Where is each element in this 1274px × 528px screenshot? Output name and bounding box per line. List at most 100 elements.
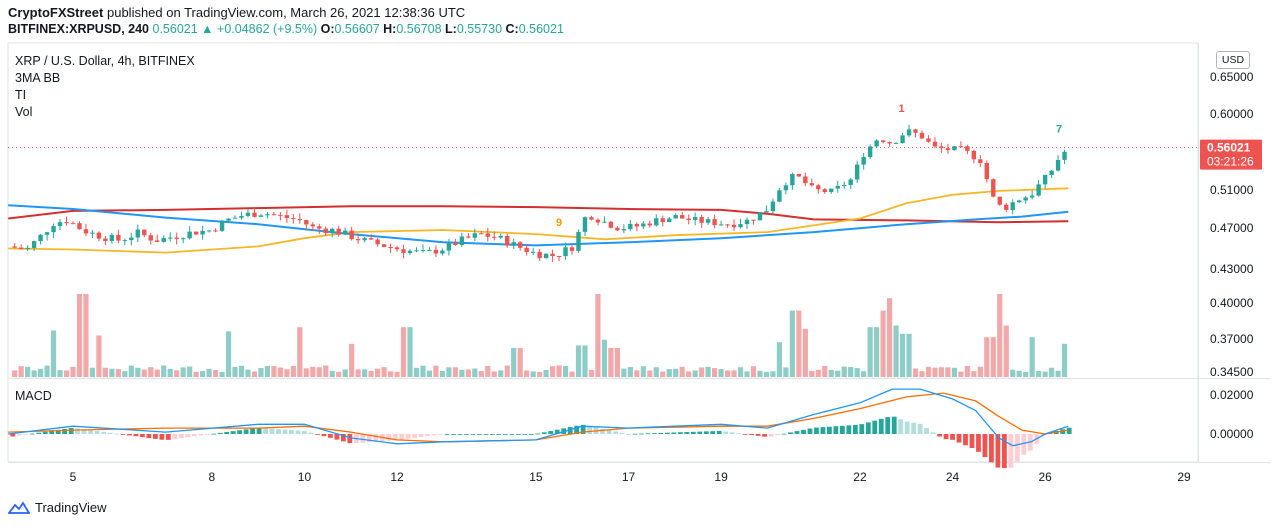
- macd-hist-bar: [230, 431, 236, 434]
- candle-body: [414, 250, 419, 252]
- candle-body: [887, 141, 892, 144]
- volume-tick-label: 0.34500: [1210, 365, 1254, 379]
- volume-bar: [822, 365, 828, 377]
- volume-bar: [323, 365, 329, 377]
- candle-body: [232, 217, 238, 219]
- macd-hist-bar: [736, 433, 742, 435]
- macd-hist-bar: [36, 432, 42, 434]
- volume-bar: [212, 370, 219, 377]
- macd-hist-bar: [729, 432, 735, 434]
- volume-bar: [109, 368, 115, 377]
- volume-bar: [925, 366, 932, 377]
- macd-hist-bar: [639, 433, 644, 435]
- macd-hist-bar: [703, 431, 709, 434]
- currency-button[interactable]: USD: [1216, 51, 1250, 69]
- legend-item-ti[interactable]: TI: [15, 88, 27, 102]
- macd-hist-bar: [690, 431, 696, 434]
- macd-hist-bar: [451, 434, 456, 435]
- candle-body: [122, 240, 128, 242]
- candle-body: [984, 163, 989, 180]
- macd-hist-bar: [742, 434, 748, 435]
- volume-bar: [569, 371, 575, 377]
- macd-hist-bar: [515, 434, 521, 435]
- volume-bar: [342, 369, 348, 377]
- macd-hist-bar: [762, 434, 767, 437]
- candle-body: [783, 185, 789, 191]
- macd-hist-bar: [1008, 434, 1014, 468]
- macd-hist-bar: [775, 434, 780, 436]
- macd-legend[interactable]: MACD: [15, 389, 52, 403]
- macd-hist-bar: [917, 423, 923, 434]
- candles: [12, 124, 1067, 262]
- candle-body: [861, 156, 866, 165]
- candle-body: [388, 247, 393, 249]
- candle-body: [498, 235, 503, 238]
- macd-hist-bar: [1001, 434, 1007, 469]
- volume-bar: [277, 367, 283, 377]
- candle-body: [718, 224, 724, 226]
- macd-hist-bar: [282, 429, 288, 434]
- tradingview-footer[interactable]: TradingView: [8, 500, 107, 515]
- volume-bar: [737, 367, 744, 377]
- candle-body: [634, 223, 640, 227]
- last-price: 0.56021: [152, 22, 198, 36]
- candle-body: [407, 250, 413, 253]
- ma-fast-line: [8, 204, 1069, 247]
- current-price-tag: [1200, 139, 1262, 170]
- candle-body: [64, 222, 69, 224]
- candle-body: [705, 219, 711, 223]
- candle-body: [349, 230, 354, 240]
- time-tick-label: 10: [298, 470, 312, 484]
- macd-hist-bar: [885, 417, 891, 434]
- candle-body: [291, 218, 296, 220]
- candle-body: [252, 212, 257, 217]
- macd-hist-bar: [794, 431, 800, 434]
- macd-hist-bar: [289, 430, 294, 434]
- macd-hist-bar: [852, 424, 858, 434]
- candle-body: [148, 235, 153, 241]
- volume-bar: [206, 368, 212, 377]
- macd-hist-bar: [697, 431, 703, 434]
- volume-bar: [1061, 343, 1068, 377]
- volume-bar: [763, 371, 770, 377]
- volume-bar: [225, 331, 232, 377]
- volume-bar: [705, 366, 711, 377]
- candle-body: [206, 230, 212, 232]
- volume-bar: [76, 294, 83, 377]
- volume-bar: [31, 370, 37, 377]
- macd-tick-label: 0.02000: [1210, 388, 1254, 402]
- legend-item-vol[interactable]: Vol: [15, 105, 33, 119]
- macd-hist-bar: [68, 428, 74, 434]
- macd-signal-line: [8, 392, 1069, 443]
- macd-hist-bar: [107, 432, 113, 434]
- macd-hist-bar: [16, 434, 22, 436]
- macd-hist-bar: [891, 416, 897, 434]
- volume-bar: [919, 371, 925, 377]
- time-tick-label: 26: [1038, 470, 1052, 484]
- macd-hist-bar: [418, 434, 424, 437]
- chart-title[interactable]: XRP / U.S. Dollar, 4h, BITFINEX: [15, 54, 195, 68]
- volume-bar: [776, 342, 783, 377]
- volume-bar: [575, 345, 582, 377]
- macd-hist-bar: [276, 429, 281, 434]
- macd-hist-bar: [833, 426, 839, 434]
- macd-hist-bar: [178, 434, 184, 439]
- macd-hist-bar: [684, 432, 690, 434]
- volume-bar: [1010, 369, 1016, 377]
- candle-body: [304, 220, 309, 225]
- volume-bar: [815, 369, 821, 377]
- volume-bar: [556, 365, 562, 377]
- macd-hist-bar: [943, 434, 949, 440]
- candle-body: [524, 247, 529, 253]
- volume-bar: [893, 325, 899, 377]
- legend-item-3ma-bb[interactable]: 3MA BB: [15, 71, 61, 85]
- plot-area: [7, 42, 1199, 463]
- candle-body: [517, 242, 523, 248]
- volume-bar: [187, 366, 193, 377]
- publish-header: CryptoFXStreet published on TradingView.…: [8, 3, 465, 22]
- volume-bar: [316, 367, 322, 377]
- volume-bar: [906, 333, 912, 377]
- candle-body: [679, 215, 685, 219]
- candle-body: [77, 223, 82, 230]
